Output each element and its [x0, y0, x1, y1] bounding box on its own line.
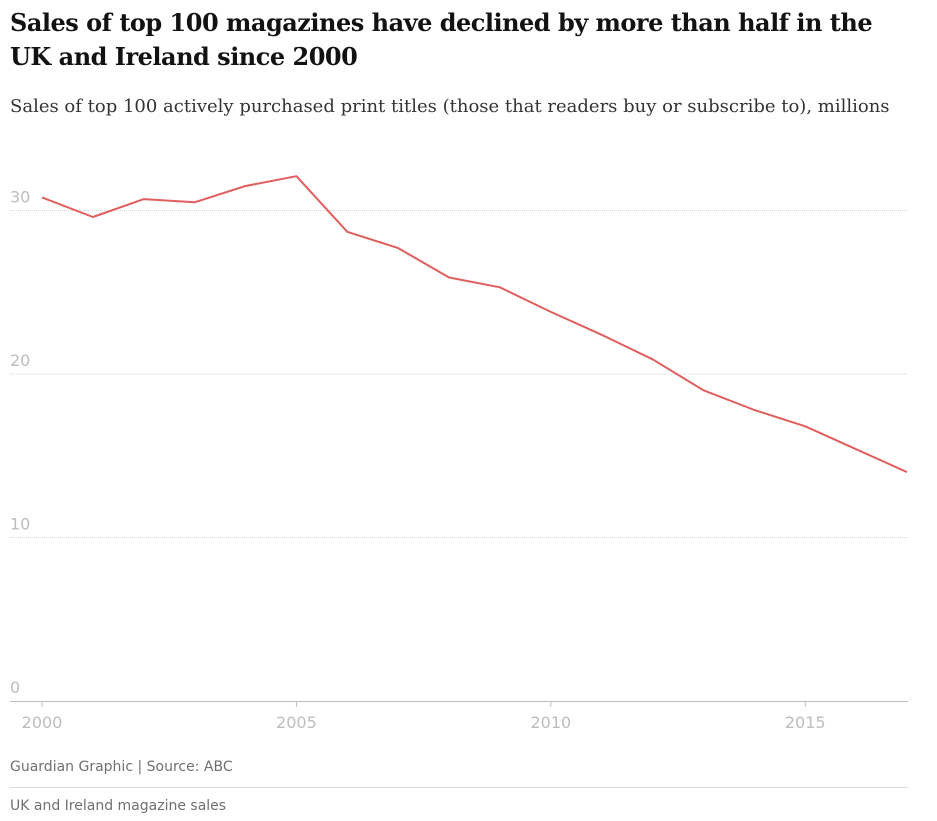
- source-note: Guardian Graphic | Source: ABC: [10, 759, 233, 775]
- y-tick-label: 0: [10, 678, 20, 697]
- footer-caption: UK and Ireland magazine sales: [10, 798, 227, 814]
- y-tick-label: 20: [10, 351, 30, 370]
- footer-divider: [10, 787, 908, 788]
- series-line: [41, 175, 908, 474]
- x-tick-label: 2015: [785, 713, 826, 732]
- y-tick-label: 10: [10, 515, 30, 534]
- x-axis: 2000 2005 2010 2015: [22, 701, 826, 732]
- chart-title: Sales of top 100 magazines have declined…: [10, 8, 873, 71]
- chart-subtitle: Sales of top 100 actively purchased prin…: [10, 96, 890, 117]
- series-lines: [41, 175, 908, 474]
- y-tick-label: 30: [10, 188, 30, 207]
- x-tick-label: 2010: [530, 713, 571, 732]
- y-axis: 0 10 20 30: [10, 188, 30, 698]
- line-chart: 0 10 20 30 2000 2005 2010 2015: [10, 175, 908, 732]
- x-tick-label: 2005: [276, 713, 317, 732]
- gridlines: [10, 210, 908, 702]
- x-tick-label: 2000: [22, 713, 63, 732]
